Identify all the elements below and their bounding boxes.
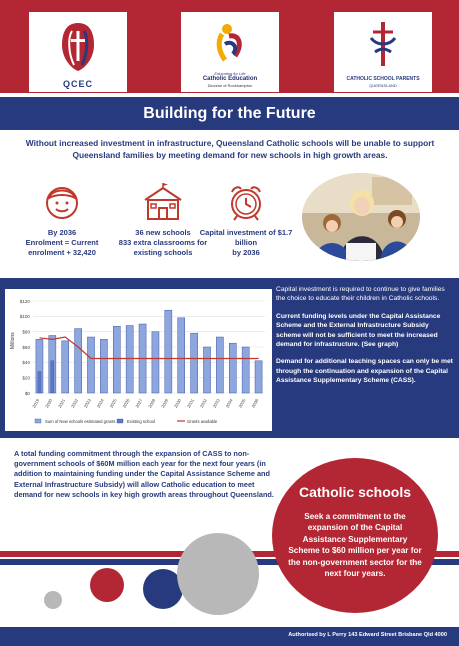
stat-capital-line2: by 2036: [232, 248, 260, 257]
side-paragraph-1: Capital investment is required to contin…: [276, 286, 445, 303]
x-tick-label: 2024: [96, 397, 105, 408]
side-paragraph-2: Current funding levels under the Capital…: [276, 312, 441, 349]
y-axis-label: Millions: [10, 332, 16, 349]
legend-existing-school-label: Existing school: [127, 419, 155, 424]
y-tick-label: $20: [22, 375, 30, 380]
qcec-logo: QCEC: [29, 12, 127, 92]
funding-commitment-text: A total funding commitment through the e…: [14, 449, 274, 499]
school-building-icon: [113, 180, 213, 224]
intro-statement: Without increased investment in infrastr…: [25, 138, 435, 160]
x-tick-label: 2032: [199, 397, 208, 408]
bar-new-schools: [125, 325, 134, 394]
y-tick-label: $120: [20, 299, 31, 304]
page-title: Building for the Future: [143, 105, 316, 122]
bar-new-schools: [112, 326, 121, 394]
bar-new-schools: [216, 336, 224, 394]
qcec-cross-icon: [58, 12, 98, 81]
bar-new-schools: [254, 360, 263, 394]
decorative-dot-grey-large: [177, 533, 259, 615]
x-tick-label: 2022: [70, 397, 79, 408]
x-tick-label: 2028: [147, 397, 156, 408]
x-tick-label: 2033: [212, 397, 221, 408]
x-tick-label: 2031: [186, 397, 195, 408]
educating-for-life-icon: [205, 12, 255, 71]
bar-new-schools: [87, 336, 95, 394]
x-tick-label: 2021: [57, 397, 66, 408]
funding-chart: Millions $0 $20 $40 $60 $80 $100 $120 2019 2020…: [5, 289, 272, 431]
bar-new-schools: [228, 342, 237, 394]
bar-new-schools: [151, 331, 160, 394]
stat-enrolment-line2: Enrolment = Current enrolment + 32,420: [25, 238, 99, 257]
bar-new-schools: [190, 332, 198, 394]
grants-available-line: [39, 336, 259, 360]
catholic-education-name: Catholic Education: [202, 76, 258, 82]
title-band: Building for the Future: [0, 94, 459, 130]
x-tick-label: 2020: [44, 397, 53, 408]
legend-grants-available-label: Grants available: [187, 419, 218, 424]
catholic-school-parents-logo: CATHOLIC SCHOOL PARENTS QUEENSLAND: [334, 12, 432, 92]
x-tick-label: 2023: [83, 397, 92, 408]
x-tick-label: 2027: [134, 397, 143, 408]
child-face-icon: [12, 180, 112, 224]
parents-cross-icon: [363, 12, 403, 76]
x-tick-label: 2035: [238, 397, 247, 408]
y-tick-label: $80: [22, 329, 30, 334]
stat-enrolment: By 2036 Enrolment = Current enrolment + …: [12, 180, 112, 258]
stat-enrolment-line1: By 2036: [47, 228, 77, 237]
y-tick-label: $40: [22, 360, 30, 365]
x-tick-label: 2034: [225, 397, 234, 408]
classroom-photo: [302, 173, 420, 261]
funding-explanation: Capital investment is required to contin…: [276, 285, 454, 394]
bar-existing-school: [50, 360, 55, 394]
stat-new-schools-line2: 833 extra classrooms for existing school…: [118, 238, 208, 257]
authorisation-text: Authorised by L Perry 143 Edward Street …: [288, 632, 447, 638]
parents-name: CATHOLIC SCHOOL PARENTS: [346, 76, 420, 82]
x-tick-label: 2026: [122, 397, 131, 408]
y-tick-label: $60: [22, 345, 30, 350]
legend-new-schools-label: Sum of New schools estimated grants: [45, 419, 115, 424]
decorative-dot-grey-small: [44, 591, 62, 609]
catholic-education-logo: Educating for Life Catholic Education Di…: [181, 12, 279, 92]
x-tick-label: 2019: [31, 397, 40, 408]
qcec-label: QCEC: [62, 79, 93, 89]
alarm-clock-icon: [196, 180, 296, 224]
bar-new-schools: [241, 346, 250, 394]
catholic-schools-callout: Catholic schools Seek a commitment to th…: [272, 458, 438, 613]
stat-capital-line1: Capital investment of $1.7 billion: [199, 228, 293, 247]
legend-new-schools-swatch: [34, 418, 42, 424]
x-tick-label: 2025: [109, 397, 118, 408]
bar-new-schools: [177, 317, 186, 394]
side-paragraph-3: Demand for additional teaching spaces ca…: [276, 358, 453, 385]
y-tick-label: $0: [25, 391, 31, 396]
logo-band: QCEC Educating for Life Catholic Educati…: [0, 8, 459, 93]
bar-new-schools: [203, 346, 211, 394]
x-tick-label: 2036: [250, 397, 259, 408]
legend-existing-school-swatch: [116, 418, 124, 424]
stat-new-schools: 36 new schools 833 extra classrooms for …: [113, 180, 213, 258]
decorative-dot-red: [90, 568, 124, 602]
catholic-education-sub: Diocese of Rockhampton: [207, 83, 253, 88]
footer-bar: Authorised by L Perry 143 Edward Street …: [0, 627, 459, 646]
funding-chart-svg: Millions $0 $20 $40 $60 $80 $100 $120 2019 2020…: [10, 299, 265, 424]
bar-new-schools: [164, 309, 173, 394]
bar-new-schools: [100, 339, 108, 394]
y-tick-label: $100: [20, 314, 31, 319]
catholic-education-tagline: Educating for Life: [214, 71, 246, 76]
stat-new-schools-line1: 36 new schools: [135, 228, 191, 237]
callout-body: Seek a commitment to the expansion of th…: [288, 512, 422, 579]
bar-new-schools: [74, 328, 82, 394]
top-strip: [0, 0, 459, 8]
bar-new-schools: [61, 340, 70, 394]
callout-heading: Catholic schools: [298, 484, 412, 500]
x-tick-label: 2029: [160, 397, 169, 408]
stat-capital-investment: Capital investment of $1.7 billion by 20…: [196, 180, 296, 258]
parents-sub: QUEENSLAND: [369, 83, 397, 88]
x-tick-label: 2030: [173, 397, 182, 408]
bar-existing-school: [37, 371, 42, 394]
decorative-dot-navy: [143, 569, 183, 609]
